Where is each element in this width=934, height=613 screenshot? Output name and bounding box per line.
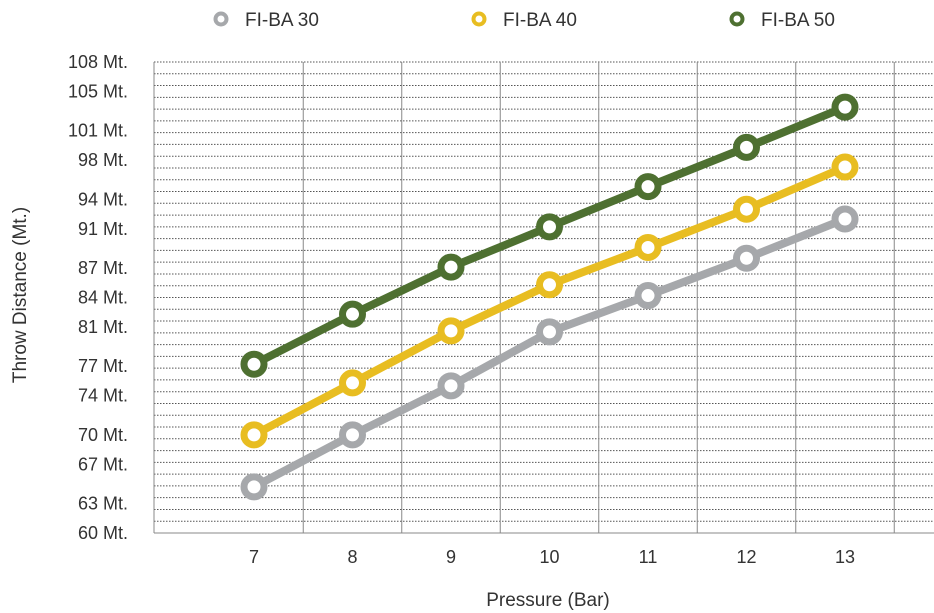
legend: FI-BA 30 FI-BA 40 FI-BA 50 [213, 10, 835, 31]
y-tick-label: 105 Mt. [68, 81, 128, 101]
y-tick-label: 67 Mt. [78, 454, 128, 474]
data-point [733, 244, 760, 272]
series-fi-ba-50 [240, 93, 859, 378]
y-tick-label: 70 Mt. [78, 425, 128, 445]
y-tick-label: 108 Mt. [68, 52, 128, 72]
data-point [831, 93, 859, 121]
x-tick-label: 8 [347, 547, 357, 567]
data-point [339, 300, 366, 328]
data-point [339, 369, 366, 397]
legend-label: FI-BA 50 [761, 10, 835, 31]
data-point [536, 213, 563, 241]
legend-marker [471, 11, 487, 27]
data-point [536, 271, 563, 299]
series-fi-ba-40 [240, 153, 859, 449]
data-point [634, 173, 662, 201]
data-point [339, 421, 366, 449]
y-axis-label: Throw Distance (Mt.) [10, 207, 31, 383]
y-tick-label: 98 Mt. [78, 150, 128, 170]
data-point [240, 473, 268, 501]
y-tick-label: 81 Mt. [78, 317, 128, 337]
x-tick-label: 7 [249, 547, 259, 567]
x-axis-label: Pressure (Bar) [486, 590, 610, 611]
legend-item: FI-BA 30 [213, 10, 319, 31]
x-tick-label: 9 [446, 547, 456, 567]
data-point [831, 153, 859, 181]
data-point [240, 350, 268, 378]
y-tick-label: 63 Mt. [78, 494, 128, 514]
data-point [536, 318, 563, 346]
data-point [831, 205, 859, 233]
legend-marker [729, 11, 745, 27]
data-point [240, 421, 268, 449]
legend-item: FI-BA 50 [729, 10, 835, 31]
x-tick-label: 12 [736, 547, 756, 567]
grid [153, 61, 934, 533]
legend-label: FI-BA 40 [503, 10, 577, 31]
y-tick-label: 60 Mt. [78, 523, 128, 543]
data-point [634, 282, 662, 310]
y-tick-label: 77 Mt. [78, 356, 128, 376]
y-tick-label: 94 Mt. [78, 189, 128, 209]
y-tick-label: 87 Mt. [78, 258, 128, 278]
data-point [437, 317, 465, 345]
series-group [240, 93, 859, 501]
x-tick-label: 13 [835, 547, 855, 567]
legend-item: FI-BA 40 [471, 10, 577, 31]
data-point [733, 195, 760, 223]
x-axis-ticks: 7 8 9 10 11 12 13 [249, 547, 855, 567]
data-point [437, 372, 465, 400]
y-tick-label: 91 Mt. [78, 219, 128, 239]
y-tick-label: 74 Mt. [78, 386, 128, 406]
y-tick-label: 101 Mt. [68, 121, 128, 141]
data-point [437, 253, 465, 281]
data-point [634, 233, 662, 261]
x-tick-label: 11 [639, 547, 658, 567]
legend-label: FI-BA 30 [245, 10, 319, 31]
x-tick-label: 10 [539, 547, 559, 567]
data-point [733, 133, 760, 161]
series-fi-ba-30 [240, 205, 859, 501]
y-axis-ticks: 60 Mt. 63 Mt. 67 Mt. 70 Mt. 74 Mt. 77 Mt. 81 M… [68, 52, 128, 543]
y-tick-label: 84 Mt. [78, 288, 128, 308]
legend-marker [213, 11, 229, 27]
